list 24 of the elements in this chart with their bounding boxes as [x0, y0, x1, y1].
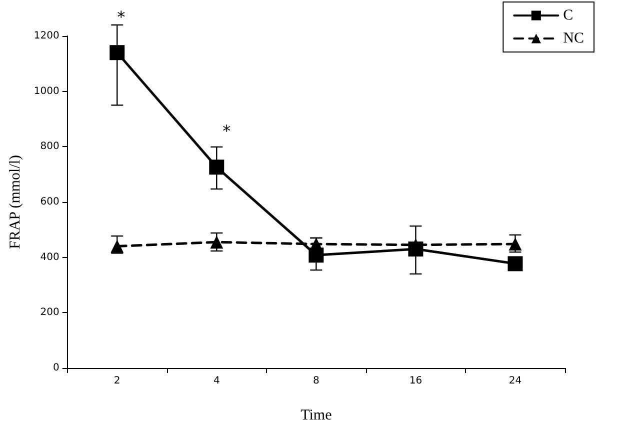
y-tick-label: 400 — [40, 252, 60, 263]
point — [209, 160, 224, 175]
text: * — [117, 7, 126, 26]
x-tick-label: 4 — [213, 376, 220, 386]
x-tick-label: 16 — [409, 376, 422, 386]
y-tick-label: 800 — [40, 141, 60, 152]
legend-label: C — [563, 8, 574, 24]
x-tick-label: 2 — [114, 376, 120, 386]
x-axis-title: Time — [300, 408, 332, 424]
y-tick-label: 1000 — [34, 86, 60, 97]
y-tick-label: 0 — [52, 362, 60, 374]
x-tick-label: 24 — [508, 376, 522, 386]
x-tick-label: 8 — [312, 376, 320, 386]
point — [210, 236, 224, 249]
y-tick-label: 1200 — [34, 30, 60, 42]
point — [110, 45, 125, 60]
legend-label: NC — [563, 30, 584, 46]
y-tick-label: 200 — [40, 307, 60, 318]
y-tick-label: 600 — [40, 196, 60, 208]
point — [110, 240, 124, 253]
annotation: * — [222, 121, 231, 140]
point — [508, 256, 523, 272]
y-axis-title: FRAP (mmol/l) — [8, 154, 24, 250]
point — [508, 238, 522, 251]
